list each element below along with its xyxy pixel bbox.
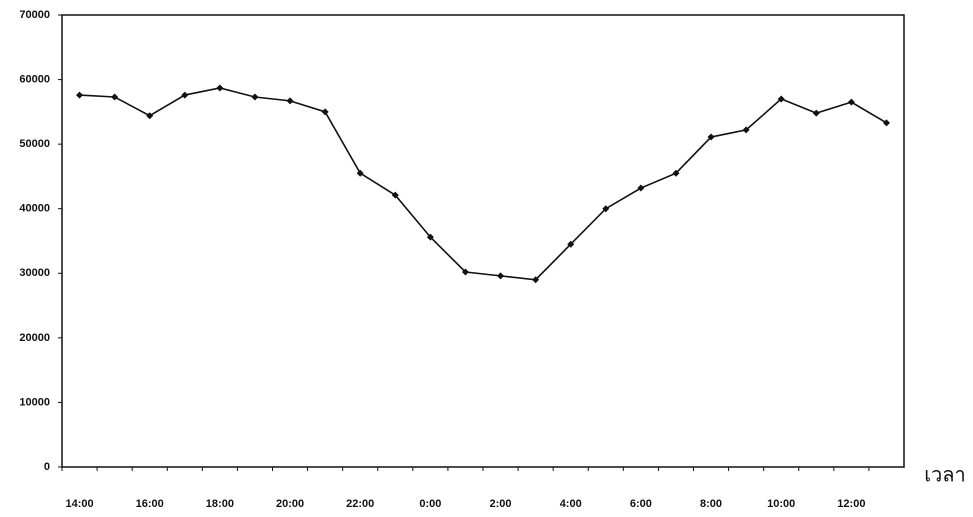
- marker: [882, 119, 890, 127]
- y-tick-label: 60000: [19, 73, 50, 85]
- x-tick-label: 18:00: [206, 498, 234, 510]
- x-tick-label: 2:00: [490, 498, 512, 510]
- marker: [532, 276, 540, 284]
- marker: [76, 91, 84, 99]
- marker: [321, 108, 329, 116]
- marker: [742, 126, 750, 134]
- marker: [637, 184, 645, 192]
- marker: [497, 272, 505, 280]
- marker: [181, 91, 189, 99]
- marker: [251, 93, 259, 101]
- x-tick-label: 10:00: [767, 498, 795, 510]
- x-tick-label: 4:00: [560, 498, 582, 510]
- marker: [672, 169, 680, 177]
- y-tick-label: 30000: [19, 267, 50, 279]
- y-tick-label: 40000: [19, 203, 50, 215]
- x-tick-label: 14:00: [65, 498, 93, 510]
- x-tick-label: 0:00: [419, 498, 441, 510]
- marker: [777, 95, 785, 103]
- marker: [146, 112, 154, 120]
- marker: [847, 98, 855, 106]
- x-tick-label: 12:00: [837, 498, 865, 510]
- marker: [707, 133, 715, 141]
- y-tick-label: 70000: [19, 9, 50, 21]
- marker: [812, 109, 820, 117]
- marker: [286, 97, 294, 105]
- marker: [111, 93, 119, 101]
- line: [79, 87, 887, 281]
- y-tick-label: 0: [44, 461, 50, 473]
- x-tick-label: 8:00: [700, 498, 722, 510]
- marker: [602, 205, 610, 213]
- x-tick-label: 20:00: [276, 498, 304, 510]
- y-tick-label: 20000: [19, 332, 50, 344]
- y-tick-label: 50000: [19, 138, 50, 150]
- x-axis-label: เวลา: [924, 464, 966, 486]
- marker: [391, 191, 399, 199]
- marker: [216, 84, 224, 92]
- marker: [567, 240, 575, 248]
- x-tick-label: 6:00: [630, 498, 652, 510]
- marker: [356, 169, 364, 177]
- y-tick-label: 10000: [19, 396, 50, 408]
- x-tick-label: 22:00: [346, 498, 374, 510]
- marker: [426, 233, 434, 241]
- x-tick-label: 16:00: [136, 498, 164, 510]
- plot-frame: [61, 14, 905, 468]
- marker: [461, 268, 469, 276]
